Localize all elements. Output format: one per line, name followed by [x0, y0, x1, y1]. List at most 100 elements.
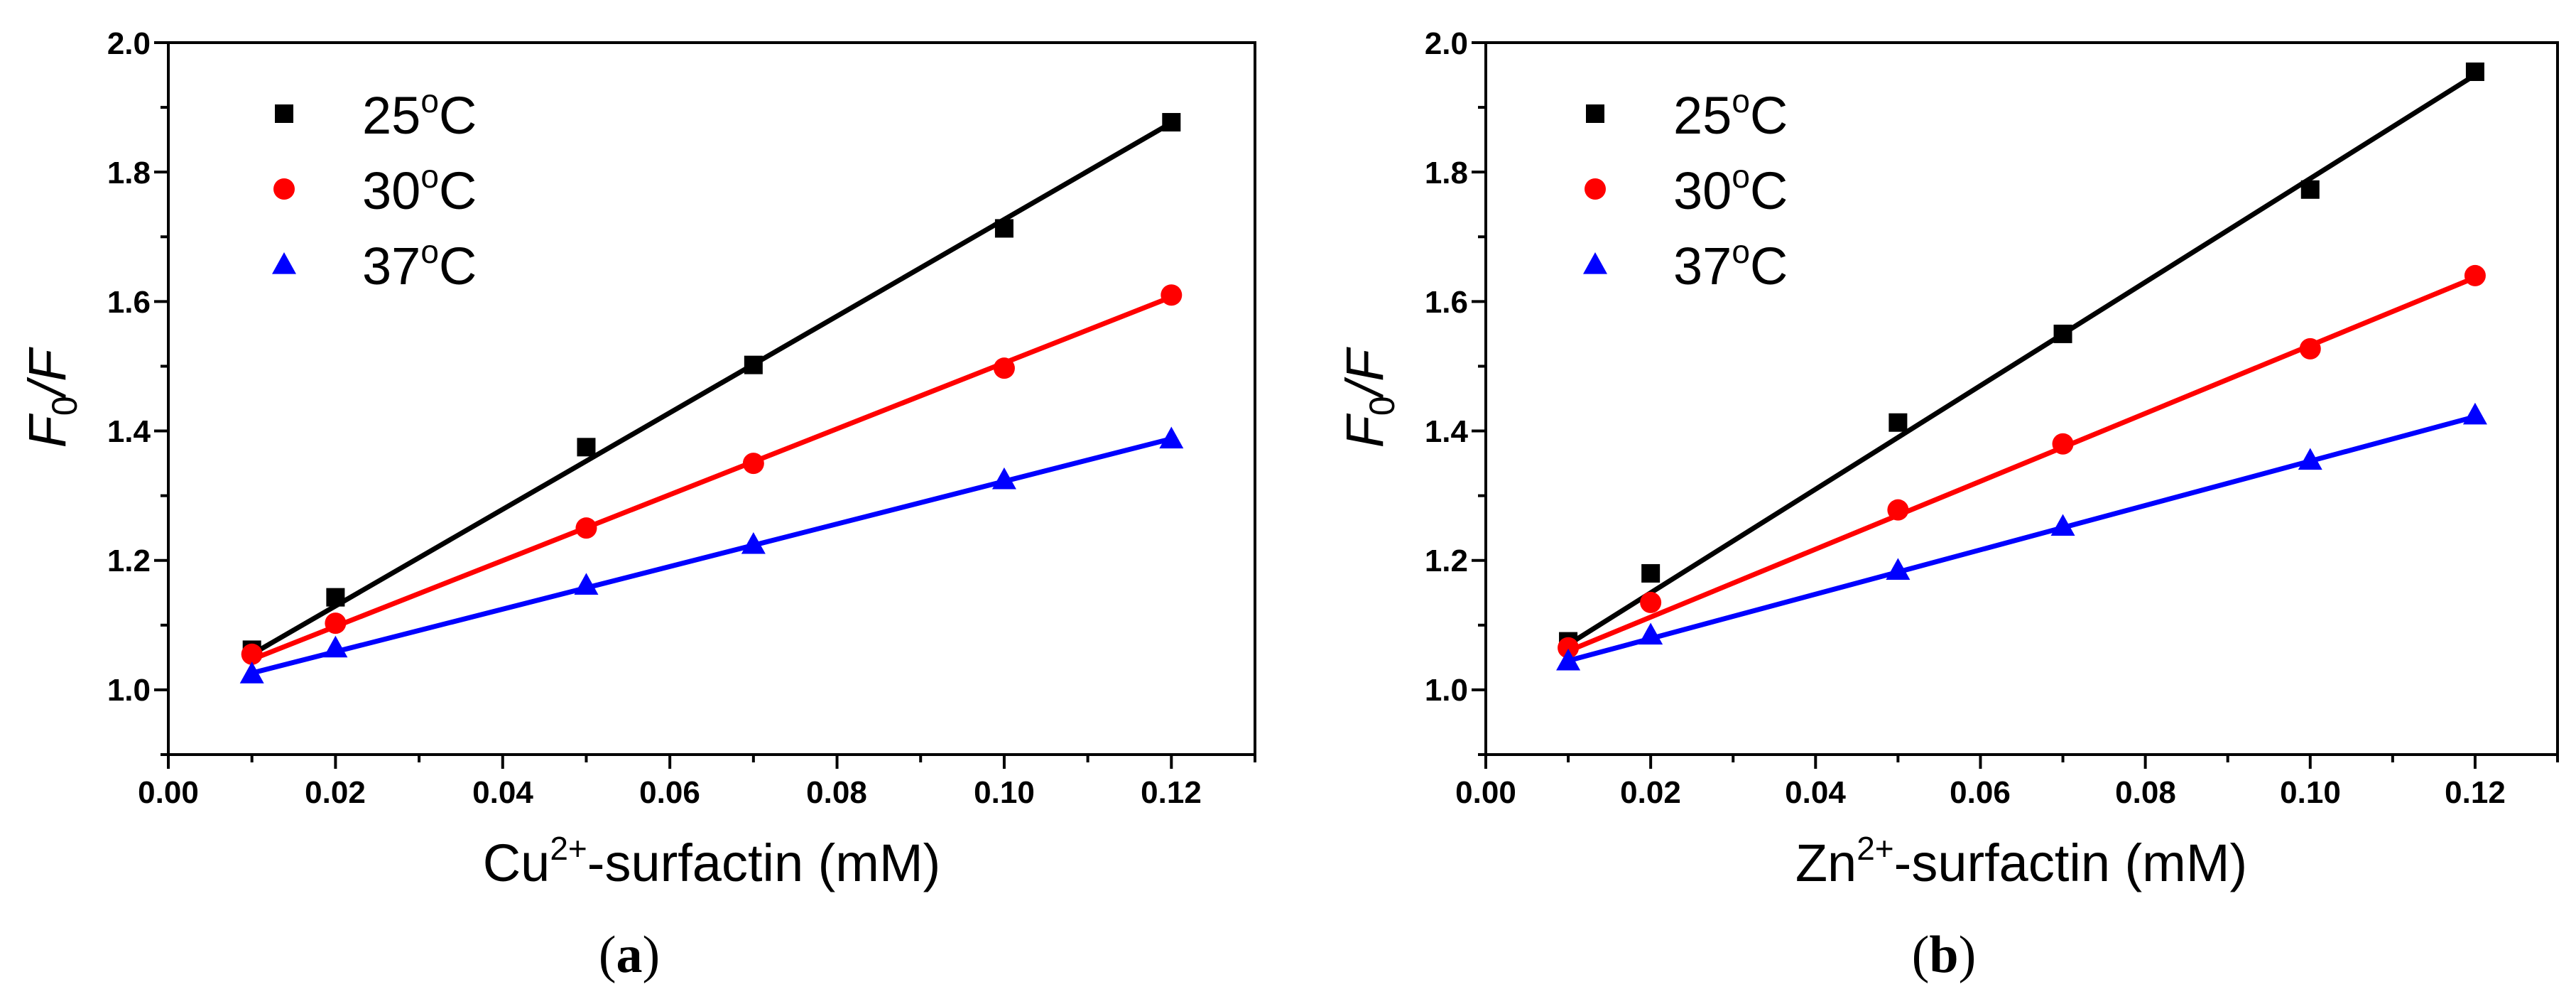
legend-label: 37oC — [1673, 233, 1788, 296]
fit-line — [251, 436, 1173, 676]
y-tick-label: 1.0 — [107, 673, 151, 708]
data-point — [1159, 426, 1184, 449]
legend-markers — [1583, 104, 1607, 274]
legend-marker — [275, 104, 293, 123]
legend-markers — [272, 104, 296, 274]
data-point — [2462, 402, 2487, 425]
x-tick-label: 0.02 — [305, 775, 366, 810]
legend-label: 30oC — [362, 158, 477, 220]
data-point — [1886, 558, 1911, 580]
y-tick-label: 1.2 — [107, 544, 151, 578]
data-point — [742, 453, 764, 475]
data-point — [744, 355, 763, 374]
x-tick-label: 0.08 — [806, 775, 867, 810]
legend-marker — [1586, 104, 1604, 123]
data-point — [575, 517, 597, 539]
y-axis-title: F0/F — [1335, 347, 1402, 448]
fit-line — [1567, 414, 2476, 664]
x-tick-label: 0.06 — [1950, 775, 2011, 810]
data-point — [325, 612, 347, 634]
data-point — [574, 573, 599, 595]
plot-frame — [167, 41, 1256, 756]
y-tick-label: 1.0 — [1425, 673, 1468, 708]
legend-label: 30oC — [1673, 158, 1788, 220]
x-tick-label: 0.12 — [1141, 775, 1202, 810]
legend-label: 25oC — [1673, 82, 1788, 145]
data-point — [2298, 448, 2322, 470]
data-point — [326, 588, 345, 607]
y-axis-title: F0/F — [18, 347, 85, 448]
x-tick-label: 0.00 — [138, 775, 199, 810]
y-tick-label: 1.8 — [107, 156, 151, 190]
data-point — [1638, 622, 1663, 645]
data-point — [2299, 338, 2321, 360]
legend-marker — [273, 178, 295, 200]
panel-b: 0.00 0.02 0.04 0.06 0.08 0.10 0.12 1.0 1… — [1335, 26, 2559, 984]
legend-marker — [1585, 178, 1606, 200]
fit-lines — [250, 120, 1173, 676]
fit-line — [251, 294, 1173, 662]
panel-label: (a) — [599, 926, 660, 984]
data-point — [991, 467, 1016, 490]
x-tick-label: 0.00 — [1455, 775, 1516, 810]
data-point — [741, 531, 766, 554]
data-point — [1161, 284, 1183, 306]
y-tick-label: 1.6 — [107, 285, 151, 320]
plot-frame — [1484, 41, 2559, 756]
fit-lines — [1567, 72, 2477, 664]
y-tick-label: 1.6 — [1425, 285, 1468, 320]
data-point — [2465, 62, 2484, 81]
y-tick-label: 1.8 — [1425, 156, 1468, 190]
y-tick-label: 1.4 — [107, 414, 151, 449]
y-tick-label: 1.4 — [1425, 414, 1469, 449]
fit-line — [1567, 72, 2477, 647]
data-point — [1640, 591, 1662, 613]
x-tick-label: 0.12 — [2445, 775, 2506, 810]
data-point — [1162, 113, 1181, 132]
data-point — [2464, 264, 2486, 286]
data-point — [241, 643, 263, 665]
data-point — [577, 438, 596, 457]
data-point — [2300, 180, 2320, 199]
data-point — [2052, 433, 2074, 455]
x-tick-labels: 0.00 0.02 0.04 0.06 0.08 0.10 0.12 — [138, 775, 1202, 810]
x-tick-label: 0.02 — [1620, 775, 1681, 810]
y-tick-label: 2.0 — [1425, 26, 1468, 61]
data-point — [2053, 324, 2072, 343]
legend-marker — [272, 252, 296, 274]
data-markers — [239, 113, 1184, 684]
x-tick-label: 0.06 — [639, 775, 700, 810]
legend-label: 25oC — [362, 82, 477, 145]
data-point — [1558, 637, 1580, 659]
data-point — [2050, 514, 2075, 536]
x-tick-label: 0.10 — [2280, 775, 2341, 810]
data-markers — [1556, 62, 2487, 671]
x-axis-title: Zn2+-surfactin (mM) — [1795, 830, 2247, 892]
fit-line — [250, 120, 1173, 657]
y-tick-label: 2.0 — [107, 26, 151, 61]
data-point — [994, 219, 1013, 238]
tick-marks — [154, 41, 1256, 769]
legend-marker — [1583, 252, 1607, 274]
data-point — [323, 635, 348, 658]
legend: 25oC 30oC 37oC — [1583, 82, 1788, 296]
data-point — [1887, 499, 1909, 521]
fit-line — [1567, 275, 2477, 654]
y-tick-labels: 1.0 1.2 1.4 1.6 1.8 2.0 — [1425, 26, 1469, 708]
panel-a: 0.00 0.02 0.04 0.06 0.08 0.10 0.12 1.0 1… — [18, 26, 1256, 984]
panel-label: (b) — [1912, 926, 1976, 984]
x-tick-label: 0.10 — [974, 775, 1035, 810]
data-point — [1641, 563, 1661, 583]
x-tick-labels: 0.00 0.02 0.04 0.06 0.08 0.10 0.12 — [1455, 775, 2506, 810]
x-tick-label: 0.04 — [472, 775, 533, 810]
y-tick-label: 1.2 — [1425, 544, 1468, 578]
legend: 25oC 30oC 37oC — [272, 82, 477, 296]
x-axis-title: Cu2+-surfactin (mM) — [483, 830, 941, 892]
tick-marks — [1472, 41, 2559, 769]
legend-label: 37oC — [362, 233, 477, 296]
data-point — [239, 662, 264, 684]
x-tick-label: 0.04 — [1785, 775, 1846, 810]
data-point — [1556, 648, 1581, 671]
y-tick-labels: 1.0 1.2 1.4 1.6 1.8 2.0 — [107, 26, 151, 708]
